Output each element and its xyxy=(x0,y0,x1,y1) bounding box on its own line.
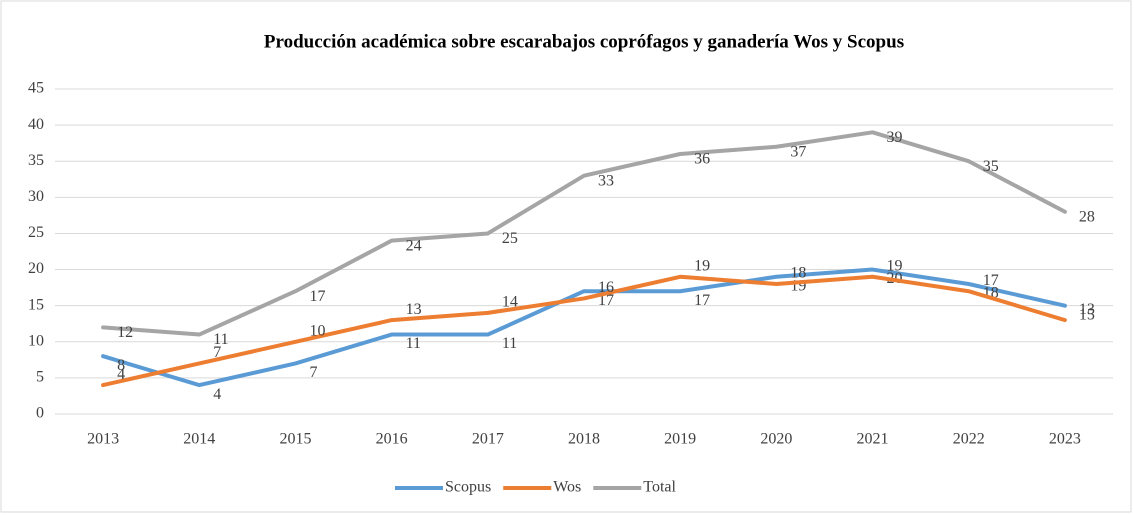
data-label: 19 xyxy=(694,257,710,274)
y-tick-label: 20 xyxy=(28,260,44,277)
data-label: 19 xyxy=(887,257,903,274)
data-label: 7 xyxy=(309,364,317,381)
data-label: 35 xyxy=(983,158,999,175)
series-line xyxy=(101,267,1067,388)
x-tick-label: 2020 xyxy=(760,431,792,448)
data-label: 13 xyxy=(406,301,422,318)
y-tick-label: 25 xyxy=(28,224,44,241)
data-label: 11 xyxy=(502,335,517,352)
x-tick-label: 2014 xyxy=(183,431,215,448)
data-label: 12 xyxy=(117,324,133,341)
y-tick-label: 0 xyxy=(36,405,44,422)
data-label: 17 xyxy=(983,272,999,289)
x-tick-label: 2023 xyxy=(1049,431,1081,448)
data-label: 7 xyxy=(213,344,221,361)
legend-label: Scopus xyxy=(445,479,491,496)
legend-label: Wos xyxy=(553,479,581,496)
y-tick-label: 40 xyxy=(28,116,44,133)
series-line xyxy=(101,130,1067,337)
data-label: 25 xyxy=(502,230,518,247)
x-tick-label: 2022 xyxy=(953,431,985,448)
legend-label: Total xyxy=(643,479,676,496)
data-label: 17 xyxy=(694,292,710,309)
data-label: 4 xyxy=(117,366,125,383)
data-label: 17 xyxy=(309,288,325,305)
data-label: 8 xyxy=(117,357,125,374)
y-tick-label: 10 xyxy=(28,332,44,349)
data-label: 18 xyxy=(790,265,806,282)
data-label: 37 xyxy=(790,143,806,160)
data-label: 11 xyxy=(213,331,228,348)
x-tick-label: 2015 xyxy=(279,431,311,448)
y-tick-label: 30 xyxy=(28,188,44,205)
x-tick-label: 2021 xyxy=(857,431,889,448)
series-line xyxy=(101,274,1067,388)
x-tick-label: 2016 xyxy=(376,431,408,448)
data-label: 28 xyxy=(1079,208,1095,225)
x-tick-label: 2013 xyxy=(87,431,119,448)
y-tick-label: 5 xyxy=(36,369,44,386)
data-label: 39 xyxy=(887,129,903,146)
y-tick-label: 45 xyxy=(28,80,44,97)
chart-title: Producción académica sobre escarabajos c… xyxy=(264,31,904,52)
data-label: 11 xyxy=(406,335,421,352)
data-label: 4 xyxy=(213,386,221,403)
data-label: 16 xyxy=(598,279,614,296)
data-label: 36 xyxy=(694,151,710,168)
x-tick-label: 2018 xyxy=(568,431,600,448)
data-label: 14 xyxy=(502,294,518,311)
y-tick-label: 35 xyxy=(28,152,44,169)
data-label: 15 xyxy=(1079,306,1095,323)
x-tick-label: 2017 xyxy=(472,431,504,448)
y-tick-label: 15 xyxy=(28,296,44,313)
data-label: 33 xyxy=(598,172,614,189)
data-label: 10 xyxy=(309,322,325,339)
x-tick-label: 2019 xyxy=(664,431,696,448)
data-label: 13 xyxy=(1079,301,1095,318)
data-label: 24 xyxy=(406,237,422,254)
